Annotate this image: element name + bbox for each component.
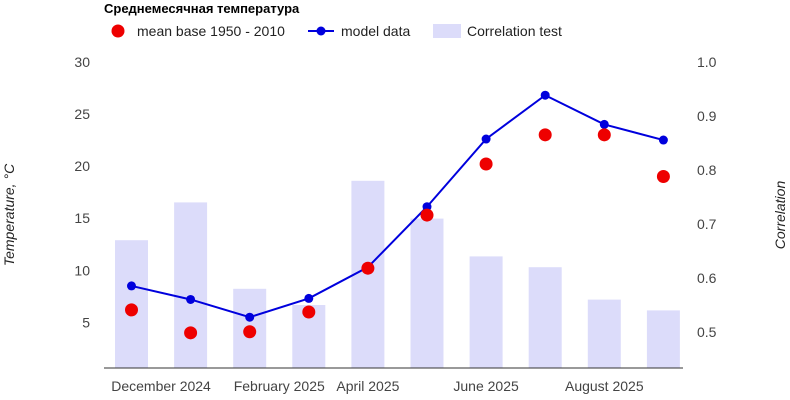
y-right-tick-label: 0.6 [697, 270, 717, 286]
y-right-tick-label: 1.0 [697, 54, 717, 70]
y-right-tick-label: 0.5 [697, 324, 717, 340]
line-series [127, 90, 668, 322]
mean-base-point [243, 325, 257, 339]
mean-base-point [538, 128, 552, 142]
correlation-bar [174, 202, 208, 368]
model-data-line [131, 94, 664, 319]
correlation-bar [646, 310, 680, 368]
mean-base-point [125, 303, 138, 317]
correlation-bar [528, 267, 562, 368]
legend-mean-base-label: mean base 1950 - 2010 [137, 23, 285, 39]
legend-correlation-swatch [433, 24, 461, 38]
y-right-axis-title: Correlation [772, 181, 788, 250]
model-data-point [245, 312, 255, 322]
mean-base-point [597, 128, 611, 142]
model-data-point [481, 134, 491, 144]
x-tick-label: August 2025 [565, 378, 644, 394]
legend-model-data-label: model data [341, 23, 410, 39]
model-data-point [127, 281, 136, 291]
x-tick-label: February 2025 [234, 378, 325, 394]
chart-title: Среднемесячная температура [104, 1, 300, 16]
correlation-bar [587, 299, 621, 368]
x-tick-label: December 2024 [111, 378, 211, 394]
legend-model-data-marker [316, 26, 326, 36]
scatter-series [125, 128, 670, 340]
mean-base-point [420, 208, 434, 222]
right-axis-ticks: 0.5 0.6 0.7 0.8 0.9 1.0 [697, 54, 717, 340]
y-left-tick-label: 5 [82, 314, 90, 330]
y-left-tick-label: 30 [74, 54, 90, 70]
y-right-tick-label: 0.9 [697, 108, 717, 124]
bar-series [115, 180, 680, 368]
model-data-point [304, 293, 314, 303]
model-data-point [658, 135, 668, 145]
x-tick-label: April 2025 [336, 378, 399, 394]
model-data-point [599, 119, 609, 129]
y-left-axis-title: Temperature, °C [1, 163, 17, 266]
legend: mean base 1950 - 2010 model data Correlati… [111, 23, 562, 39]
legend-mean-base-marker [111, 24, 125, 38]
mean-base-point [479, 157, 493, 171]
y-left-tick-label: 25 [74, 106, 90, 122]
model-data-point [186, 294, 196, 304]
x-axis-ticks: December 2024 February 2025 April 2025 June… [111, 378, 644, 394]
mean-base-point [184, 326, 198, 340]
correlation-bar [469, 256, 503, 368]
legend-correlation-label: Correlation test [467, 23, 562, 39]
mean-base-point [361, 261, 375, 275]
model-data-point [540, 90, 550, 100]
mean-base-point [302, 305, 316, 319]
correlation-bar [410, 218, 444, 368]
y-left-tick-label: 15 [74, 210, 90, 226]
y-right-tick-label: 0.7 [697, 216, 717, 232]
mean-base-point [656, 170, 670, 184]
left-axis-ticks: 5 10 15 20 25 30 [74, 54, 90, 330]
y-left-tick-label: 20 [74, 158, 90, 174]
x-tick-label: June 2025 [453, 378, 519, 394]
y-right-tick-label: 0.8 [697, 162, 717, 178]
y-left-tick-label: 10 [74, 262, 90, 278]
